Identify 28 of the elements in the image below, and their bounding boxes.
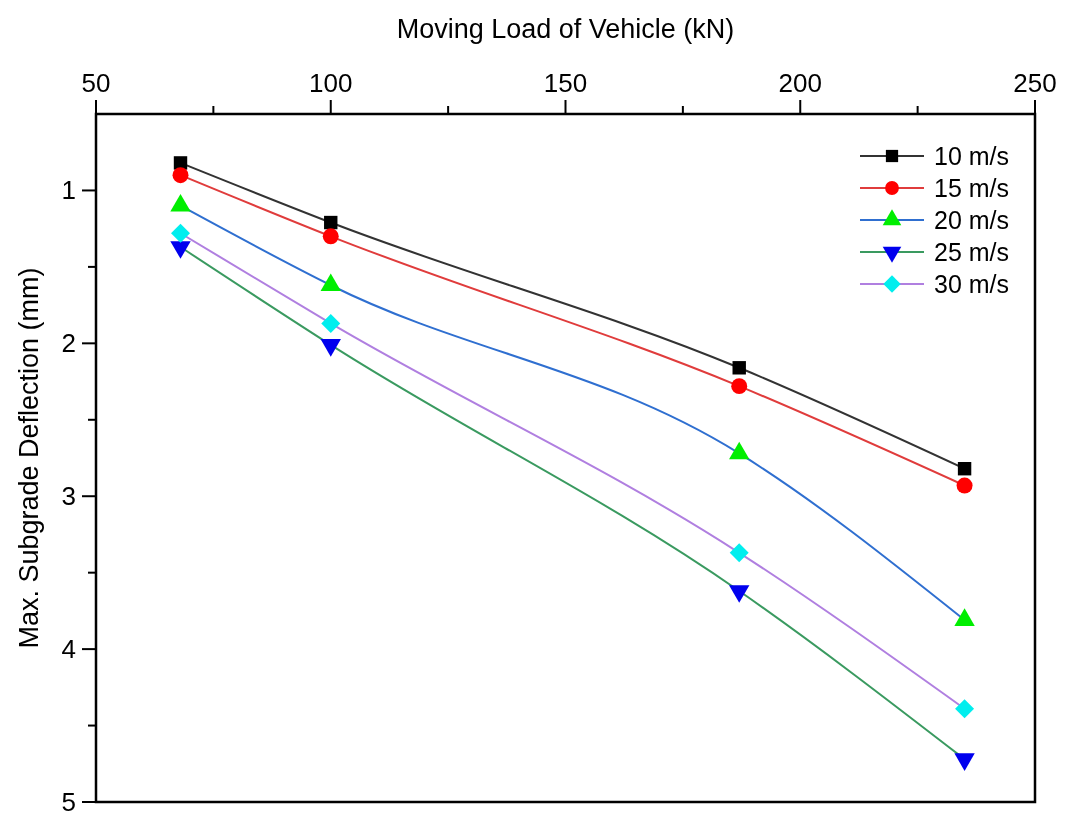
y-tick-label: 4 <box>61 634 76 665</box>
point <box>172 167 189 184</box>
legend-label: 20 m/s <box>934 206 1010 234</box>
y-tick-label: 3 <box>61 481 76 512</box>
x-tick-label: 100 <box>309 68 353 98</box>
legend-label: 30 m/s <box>934 270 1010 298</box>
x-tick-label: 50 <box>81 68 111 98</box>
point <box>322 228 339 245</box>
point <box>324 215 338 230</box>
point <box>957 461 972 476</box>
x-tick-label: 150 <box>543 68 588 98</box>
point <box>955 699 975 719</box>
point <box>171 223 190 243</box>
y-tick-label: 5 <box>61 787 76 817</box>
point <box>729 543 749 563</box>
legend-label: 25 m/s <box>934 238 1010 266</box>
point <box>956 477 973 494</box>
legend-label: 15 m/s <box>934 174 1010 202</box>
y-tick-label: 1 <box>61 175 76 206</box>
legend-label: 10 m/s <box>934 142 1010 170</box>
x-tick-label: 250 <box>1013 68 1057 98</box>
y-axis-title: Max. Subgrade Deflection (mm) <box>14 267 44 649</box>
x-axis-title: Moving Load of Vehicle (kN) <box>396 14 735 44</box>
x-tick-label: 200 <box>778 68 822 98</box>
point <box>321 313 341 333</box>
point <box>731 378 748 395</box>
point <box>732 361 746 375</box>
y-tick-label: 2 <box>61 328 76 359</box>
